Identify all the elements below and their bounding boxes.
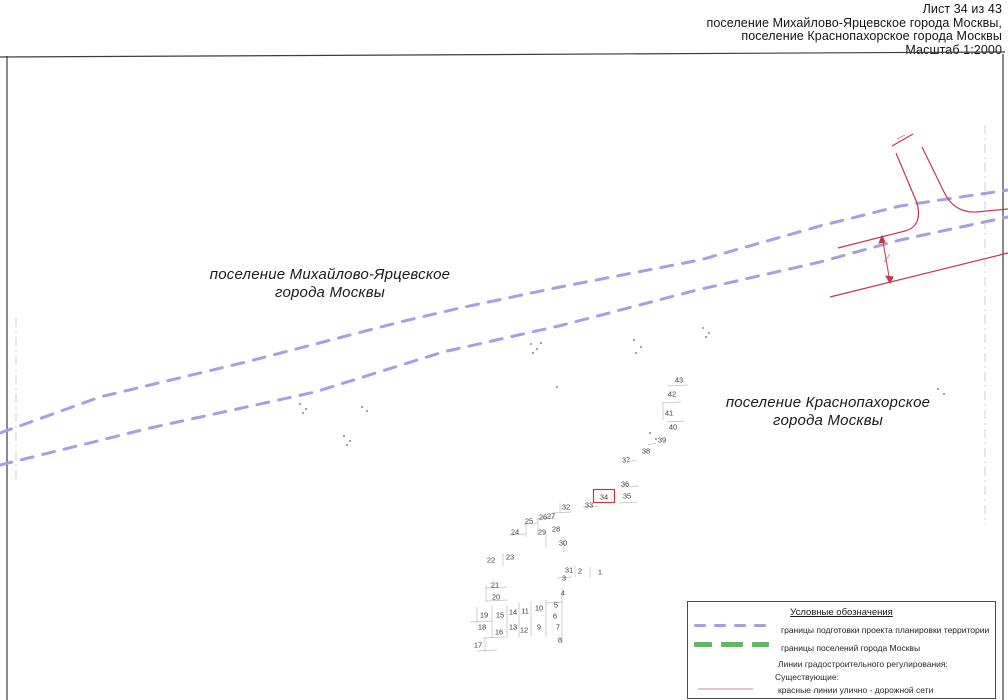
parcel-label-3: 3 — [561, 573, 567, 583]
header-settlement-1: поселение Михайлово-Ярцевское города Мос… — [706, 15, 1002, 30]
parcel-label-17: 17 — [473, 640, 483, 650]
parcel-label-22: 22 — [486, 555, 496, 565]
parcel-label-26: 26 — [538, 512, 548, 522]
planning-boundary-lines — [0, 188, 1008, 467]
parcel-label-4: 4 — [560, 588, 566, 598]
parcel-label-8: 8 — [557, 635, 563, 645]
parcel-label-10: 10 — [534, 603, 544, 613]
parcel-label-38: 38 — [641, 446, 651, 456]
road-edge-lower — [829, 252, 1008, 298]
parcel-label-41: 41 — [664, 408, 674, 418]
parcel-label-14: 14 — [508, 607, 518, 617]
parcel-label-34: 34 — [599, 492, 609, 502]
dimension-label-mark — [883, 253, 891, 263]
parcel-label-39: 39 — [657, 435, 667, 445]
dimension-arrow — [878, 234, 894, 285]
terrain-speckles — [298, 326, 946, 447]
parcel-label-32: 32 — [561, 502, 571, 512]
parcel-label-33: 33 — [584, 500, 594, 510]
legend-title: Условные обозначения — [790, 607, 893, 618]
legend-item-settlement-boundary: границы поселений города Москвы — [781, 643, 921, 653]
legend-note-regulation: Линии градостроительного регулирования: — [778, 659, 948, 669]
legend-item-planning-boundary: границы подготовки проекта планировки те… — [781, 625, 990, 635]
parcel-label-13: 13 — [508, 622, 518, 632]
legend-note-existing: Существующие: — [775, 672, 839, 682]
parcel-label-25: 25 — [524, 516, 534, 526]
red-line-swatch — [698, 688, 753, 690]
parcel-label-43: 43 — [674, 375, 684, 385]
map-label-krasnopakhorskoe: поселение Краснопахорское города Москвы — [725, 394, 931, 429]
parcel-label-16: 16 — [494, 627, 504, 637]
legend-box: Условные обозначения границы подготовки … — [687, 601, 996, 699]
parcel-label-40: 40 — [668, 422, 678, 432]
road-end-hatch-label-mark — [896, 134, 906, 140]
road-edge-right-branch — [921, 146, 1008, 213]
parcel-label-11: 11 — [521, 606, 529, 616]
header-settlement-2: поселение Краснопахорское города Москвы — [741, 29, 1002, 43]
parcel-label-6: 6 — [552, 611, 558, 621]
sheet-header: Лист 34 из 43 поселение Михайлово-Ярцевс… — [706, 2, 1003, 57]
parcel-label-24: 24 — [510, 527, 520, 537]
parcel-grid-lines — [469, 384, 689, 652]
road-edge-left-branch — [837, 152, 920, 249]
parcel-label-19: 19 — [479, 610, 489, 620]
map-label-mikhaylovo: поселение Михайлово-Ярцевское города Мос… — [209, 266, 451, 301]
road-end-hatch — [891, 133, 914, 147]
red-road-lines — [829, 133, 1008, 298]
parcel-label-30: 30 — [558, 538, 568, 548]
highlighted-parcel-box — [592, 488, 616, 504]
map-frame — [0, 51, 1006, 700]
parcel-label-31: 31 — [564, 565, 574, 575]
parcel-label-36: 36 — [620, 479, 630, 489]
parcel-label-23: 23 — [505, 552, 515, 562]
parcel-label-37: 37 — [621, 455, 631, 465]
legend-note-red-lines: красные линии улично - дорожной сети — [778, 685, 934, 695]
parcel-label-29: 29 — [537, 527, 547, 537]
parcel-label-5: 5 — [553, 600, 559, 610]
green-dashed-line-swatch — [694, 642, 778, 647]
parcel-label-2: 2 — [577, 566, 583, 576]
parcel-label-12: 12 — [519, 625, 529, 635]
parcel-label-20: 20 — [491, 592, 501, 602]
parcel-label-9: 9 — [536, 622, 542, 632]
parcel-label-18: 18 — [477, 622, 487, 632]
parcel-label-21: 21 — [490, 580, 500, 590]
sheet-boundary-guides — [15, 125, 986, 525]
purple-dashed-line-swatch — [694, 624, 774, 627]
parcel-label-35: 35 — [622, 491, 632, 501]
parcel-label-1: 1 — [597, 567, 603, 577]
planning-boundary-lower — [0, 215, 1008, 467]
parcel-label-7: 7 — [555, 622, 561, 632]
parcel-label-42: 42 — [667, 389, 677, 399]
parcel-label-15: 15 — [495, 610, 505, 620]
parcel-label-27: 27 — [546, 511, 556, 521]
parcel-label-28: 28 — [551, 524, 561, 534]
planning-boundary-upper — [0, 188, 1008, 435]
sheet-number: Лист 34 из 43 — [922, 2, 1002, 16]
